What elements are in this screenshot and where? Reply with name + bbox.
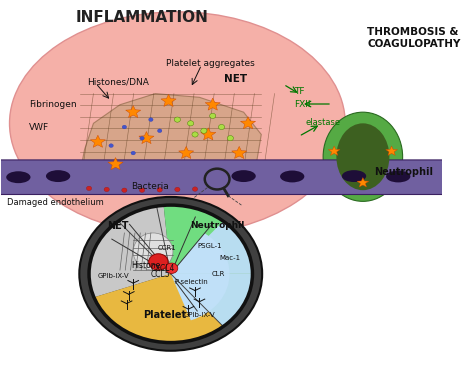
Text: THROMBOSIS &
COAGULOPATHY: THROMBOSIS & COAGULOPATHY <box>367 27 461 48</box>
Text: FXII: FXII <box>294 100 311 109</box>
Circle shape <box>227 136 234 141</box>
Circle shape <box>79 197 262 351</box>
Wedge shape <box>171 233 229 274</box>
Text: GPIb-IX-V: GPIb-IX-V <box>98 273 129 279</box>
Text: Damaged endothelium: Damaged endothelium <box>7 198 104 207</box>
Wedge shape <box>171 274 253 326</box>
Text: GPIb-IX-V: GPIb-IX-V <box>184 312 216 318</box>
Polygon shape <box>328 146 340 156</box>
Polygon shape <box>126 106 141 117</box>
Ellipse shape <box>323 112 402 201</box>
Ellipse shape <box>9 12 345 235</box>
Polygon shape <box>205 98 220 110</box>
Circle shape <box>109 144 113 147</box>
Wedge shape <box>171 274 229 320</box>
Polygon shape <box>240 117 255 129</box>
Circle shape <box>104 187 109 192</box>
Circle shape <box>131 151 136 155</box>
Polygon shape <box>232 146 247 159</box>
Text: TF: TF <box>294 87 305 96</box>
Circle shape <box>210 113 216 119</box>
Polygon shape <box>357 178 369 187</box>
Circle shape <box>219 125 225 130</box>
Text: CCL5: CCL5 <box>151 270 171 279</box>
Wedge shape <box>89 206 171 297</box>
Text: NET: NET <box>107 220 128 231</box>
Text: Neutrophil: Neutrophil <box>374 167 433 177</box>
Ellipse shape <box>342 170 366 182</box>
Circle shape <box>201 128 207 134</box>
Circle shape <box>165 263 178 273</box>
Circle shape <box>122 188 127 192</box>
Text: Neutrophil: Neutrophil <box>191 221 245 230</box>
Polygon shape <box>139 132 154 144</box>
Ellipse shape <box>386 170 410 182</box>
Text: Platelet: Platelet <box>143 310 186 320</box>
Wedge shape <box>94 274 253 342</box>
Text: CXCL4: CXCL4 <box>151 264 175 273</box>
Text: NET: NET <box>224 74 247 84</box>
Polygon shape <box>386 146 398 156</box>
Wedge shape <box>164 205 253 274</box>
Circle shape <box>86 186 91 191</box>
Circle shape <box>157 129 162 133</box>
Text: elastase: elastase <box>305 118 341 127</box>
Circle shape <box>149 254 168 270</box>
Circle shape <box>122 125 127 129</box>
Polygon shape <box>179 146 194 159</box>
Ellipse shape <box>6 171 30 183</box>
Text: Histones/DNA: Histones/DNA <box>87 78 149 87</box>
Circle shape <box>149 118 153 122</box>
Ellipse shape <box>46 170 70 182</box>
Polygon shape <box>91 135 105 147</box>
Circle shape <box>174 117 181 122</box>
Text: Bacteria: Bacteria <box>131 182 169 191</box>
Text: Histone: Histone <box>131 261 160 270</box>
Text: Mac-1: Mac-1 <box>220 255 241 261</box>
Circle shape <box>140 137 144 140</box>
Polygon shape <box>201 128 216 140</box>
Text: Fibrinogen: Fibrinogen <box>29 100 77 109</box>
Text: PSGL-1: PSGL-1 <box>197 243 222 249</box>
Polygon shape <box>80 94 261 186</box>
Polygon shape <box>161 94 176 106</box>
FancyBboxPatch shape <box>0 160 448 194</box>
Text: CLR: CLR <box>212 271 225 277</box>
Ellipse shape <box>280 170 304 182</box>
Polygon shape <box>108 157 123 170</box>
Circle shape <box>192 132 198 137</box>
Text: CCR1: CCR1 <box>158 245 177 251</box>
Wedge shape <box>171 221 253 274</box>
Circle shape <box>157 188 163 192</box>
Ellipse shape <box>337 123 389 190</box>
Text: Platelet aggregates: Platelet aggregates <box>166 59 255 68</box>
Circle shape <box>192 187 198 191</box>
Ellipse shape <box>133 233 173 270</box>
Text: VWF: VWF <box>29 123 49 132</box>
Text: INFLAMMATION: INFLAMMATION <box>75 10 209 25</box>
Text: P-selectin: P-selectin <box>174 279 208 285</box>
Circle shape <box>175 187 180 192</box>
Circle shape <box>188 121 194 126</box>
Circle shape <box>139 188 145 192</box>
Ellipse shape <box>231 170 256 182</box>
